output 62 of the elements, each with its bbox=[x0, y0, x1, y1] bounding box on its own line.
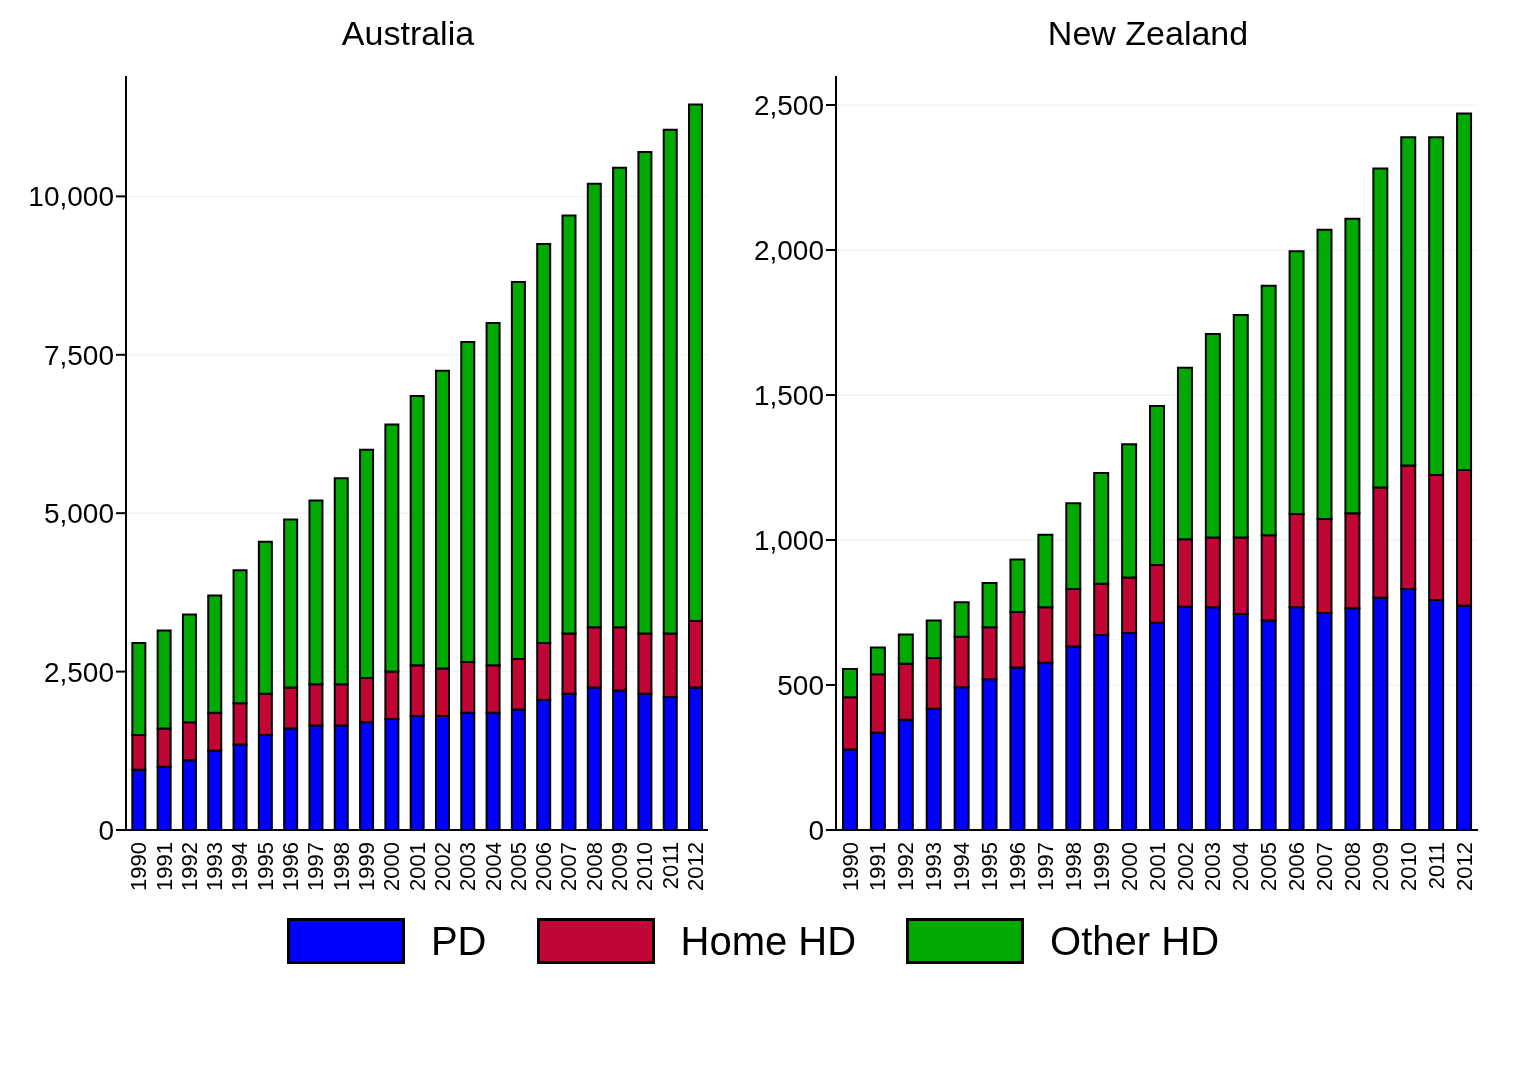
x-tick-label: 1996 bbox=[1005, 842, 1031, 891]
x-tick-label: 1998 bbox=[1060, 842, 1086, 891]
y-tick-label: 0 bbox=[98, 814, 114, 846]
x-tick-label: 1991 bbox=[151, 842, 177, 891]
x-tick-label: 1991 bbox=[865, 842, 891, 891]
x-tick-label: 2012 bbox=[1451, 842, 1477, 891]
x-tick-label: 2003 bbox=[1200, 842, 1226, 891]
y-tick-label: 10,000 bbox=[28, 181, 114, 213]
x-tick-label: 1995 bbox=[252, 842, 278, 891]
x-tick-label: 1997 bbox=[1032, 842, 1058, 891]
x-tick-label: 1994 bbox=[227, 842, 253, 891]
legend-label: Home HD bbox=[680, 918, 857, 964]
x-tick-label: 2000 bbox=[379, 842, 405, 891]
y-tick-label: 2,000 bbox=[753, 234, 824, 266]
chart-title: Australia bbox=[340, 13, 476, 54]
x-tick-label: 2000 bbox=[1116, 842, 1142, 891]
x-tick-label: 2004 bbox=[1228, 842, 1254, 891]
y-tick-label: 7,500 bbox=[43, 339, 114, 371]
x-tick-label: 1992 bbox=[176, 842, 202, 891]
x-tick-label: 1990 bbox=[126, 842, 152, 891]
x-tick-label: 2010 bbox=[632, 842, 658, 891]
y-tick-label: 5,000 bbox=[43, 498, 114, 530]
x-tick-label: 2011 bbox=[1423, 842, 1449, 890]
y-tick-label: 1,500 bbox=[753, 379, 824, 411]
y-tick-label: 2,500 bbox=[43, 656, 114, 688]
x-tick-label: 2007 bbox=[556, 842, 582, 891]
x-tick-label: 1999 bbox=[1088, 842, 1114, 891]
x-tick-label: 2003 bbox=[455, 842, 481, 891]
x-tick-label: 1998 bbox=[328, 842, 354, 891]
y-tick-label: 1,000 bbox=[753, 524, 824, 556]
x-tick-label: 2005 bbox=[1256, 842, 1282, 891]
x-tick-label: 2007 bbox=[1312, 842, 1338, 891]
x-tick-label: 1997 bbox=[303, 842, 329, 891]
legend-label: PD bbox=[430, 918, 487, 964]
x-tick-label: 2006 bbox=[1284, 842, 1310, 891]
x-tick-label: 2008 bbox=[581, 842, 607, 891]
x-tick-label: 2002 bbox=[1172, 842, 1198, 891]
x-tick-label: 1994 bbox=[949, 842, 975, 891]
x-tick-label: 2008 bbox=[1340, 842, 1366, 891]
x-tick-label: 2012 bbox=[682, 842, 708, 891]
x-tick-label: 2004 bbox=[480, 842, 506, 891]
x-tick-label: 2011 bbox=[657, 842, 683, 890]
y-tick-label: 2,500 bbox=[753, 89, 824, 121]
x-tick-label: 2001 bbox=[1144, 842, 1170, 891]
x-tick-label: 1990 bbox=[837, 842, 863, 891]
y-tick-label: 0 bbox=[808, 814, 824, 846]
x-tick-label: 2009 bbox=[1367, 842, 1393, 891]
x-tick-label: 1993 bbox=[921, 842, 947, 891]
x-tick-label: 2005 bbox=[505, 842, 531, 891]
x-tick-label: 1999 bbox=[354, 842, 380, 891]
x-tick-label: 1996 bbox=[278, 842, 304, 891]
x-tick-label: 1993 bbox=[202, 842, 228, 891]
y-tick-label: 500 bbox=[777, 669, 824, 701]
legend-label: Other HD bbox=[1050, 918, 1220, 964]
x-tick-label: 2006 bbox=[531, 842, 557, 891]
x-tick-label: 2001 bbox=[404, 842, 430, 891]
x-tick-label: 2002 bbox=[429, 842, 455, 891]
x-tick-label: 2009 bbox=[607, 842, 633, 891]
chart-title: New Zealand bbox=[1046, 13, 1250, 54]
x-tick-label: 2010 bbox=[1395, 842, 1421, 891]
x-tick-label: 1995 bbox=[977, 842, 1003, 891]
x-tick-label: 1992 bbox=[893, 842, 919, 891]
